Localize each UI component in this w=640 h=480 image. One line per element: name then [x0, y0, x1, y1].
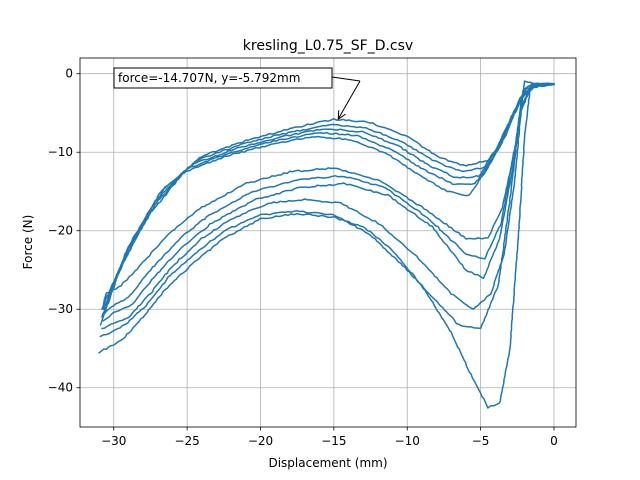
x-tick-label: −20	[248, 434, 273, 448]
x-tick-label: −25	[174, 434, 199, 448]
axes-frame	[79, 57, 577, 428]
grid-lines	[80, 58, 576, 427]
series-line	[102, 82, 555, 322]
x-tick-label: −15	[321, 434, 346, 448]
annotation-arrowhead	[337, 110, 346, 121]
axis-ticks: −30 −25 −20 −15 −10 −5 0 0 −10 −20 −30 −40	[48, 67, 558, 448]
y-axis-label: Force (N)	[21, 215, 35, 270]
plot-area	[98, 80, 555, 409]
annotation-text: force=-14.707N, y=-5.792mm	[118, 71, 300, 85]
x-tick-label: −5	[472, 434, 490, 448]
series-line	[104, 82, 555, 314]
y-tick-label: −40	[48, 381, 73, 395]
series-line	[101, 83, 555, 318]
x-tick-label: −30	[101, 434, 126, 448]
series-line	[101, 80, 555, 310]
series-line	[101, 82, 555, 330]
series-line	[99, 83, 555, 326]
x-tick-label: −10	[395, 434, 420, 448]
annotation-leader-line	[331, 76, 361, 82]
x-axis-label: Displacement (mm)	[268, 456, 387, 470]
chart-title: kresling_L0.75_SF_D.csv	[243, 38, 413, 54]
annotation-box	[113, 67, 333, 89]
x-tick-label: 0	[550, 434, 558, 448]
annotation-arrow-line	[337, 80, 361, 120]
y-tick-label: −20	[48, 224, 73, 238]
y-tick-label: −30	[48, 302, 73, 316]
series-line	[99, 82, 555, 338]
series-line	[98, 83, 555, 409]
annotation: force=-14.707N, y=-5.792mm	[113, 67, 361, 121]
y-tick-label: −10	[48, 145, 73, 159]
y-tick-label: 0	[65, 67, 73, 81]
series-line	[104, 83, 555, 303]
